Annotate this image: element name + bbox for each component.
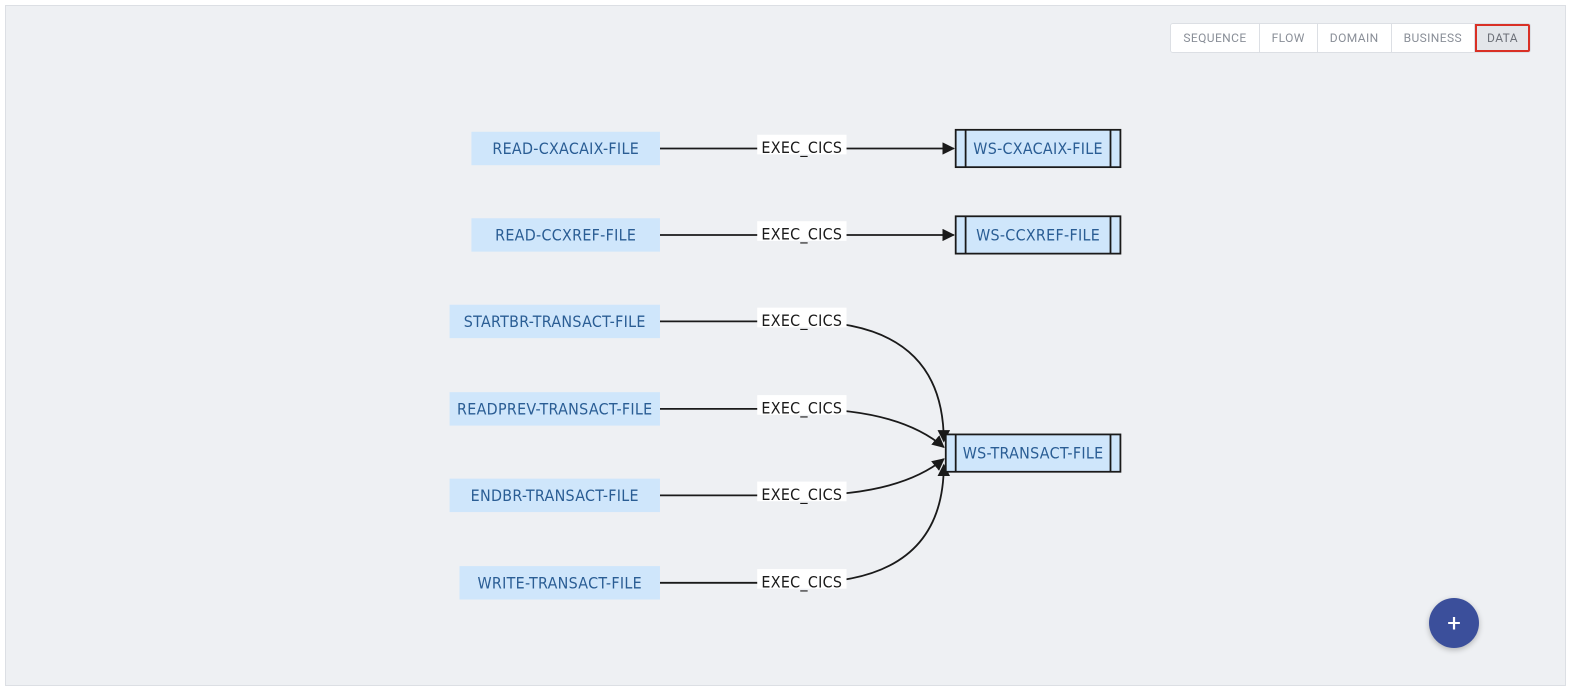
tab-business[interactable]: BUSINESS [1392,24,1475,52]
edge-label: EXEC_CICS [757,569,846,592]
target-node-label: WS-CXACAIX-FILE [973,139,1103,158]
target-node-ws-cxacaix[interactable]: WS-CXACAIX-FILE [956,130,1121,167]
source-node-endbr-transact[interactable]: ENDBR-TRANSACT-FILE [450,479,660,512]
source-node-label: READPREV-TRANSACT-FILE [457,399,652,418]
source-node-read-cxacaix[interactable]: READ-CXACAIX-FILE [471,132,660,165]
plus-icon: + [1447,611,1461,635]
target-node-ws-ccxref[interactable]: WS-CCXREF-FILE [956,216,1121,253]
tab-data[interactable]: DATA [1475,24,1530,52]
add-fab[interactable]: + [1429,598,1479,648]
source-node-write-transact[interactable]: WRITE-TRANSACT-FILE [460,566,660,599]
source-node-read-ccxref[interactable]: READ-CCXREF-FILE [471,218,660,251]
svg-text:EXEC_CICS: EXEC_CICS [761,398,842,418]
tab-flow[interactable]: FLOW [1260,24,1318,52]
view-tabs: SEQUENCEFLOWDOMAINBUSINESSDATA [1170,23,1531,53]
source-node-label: READ-CXACAIX-FILE [492,139,639,158]
diagram-svg: EXEC_CICS EXEC_CICS EXEC_CICS EXEC_CICS EXEC… [6,6,1565,685]
svg-text:EXEC_CICS: EXEC_CICS [761,572,842,592]
diagram-canvas: EXEC_CICS EXEC_CICS EXEC_CICS EXEC_CICS EXEC… [5,5,1566,686]
tab-domain[interactable]: DOMAIN [1318,24,1392,52]
edge-label: EXEC_CICS [757,135,846,158]
source-node-label: READ-CCXREF-FILE [495,225,636,244]
source-node-label: STARTBR-TRANSACT-FILE [464,312,646,331]
target-node-label: WS-CCXREF-FILE [976,225,1100,244]
edge-label: EXEC_CICS [757,482,846,505]
edge-label: EXEC_CICS [757,221,846,244]
svg-text:EXEC_CICS: EXEC_CICS [761,225,842,245]
source-node-readprev-transact[interactable]: READPREV-TRANSACT-FILE [450,392,660,425]
source-node-label: WRITE-TRANSACT-FILE [478,573,642,592]
svg-text:EXEC_CICS: EXEC_CICS [761,311,842,331]
target-node-label: WS-TRANSACT-FILE [963,444,1104,463]
edge-label: EXEC_CICS [757,308,846,331]
target-node-ws-transact[interactable]: WS-TRANSACT-FILE [946,434,1121,471]
tab-sequence[interactable]: SEQUENCE [1171,24,1259,52]
edge-label: EXEC_CICS [757,395,846,418]
source-node-startbr-transact[interactable]: STARTBR-TRANSACT-FILE [450,305,660,338]
svg-text:EXEC_CICS: EXEC_CICS [761,485,842,505]
source-node-label: ENDBR-TRANSACT-FILE [471,486,639,505]
svg-text:EXEC_CICS: EXEC_CICS [761,138,842,158]
